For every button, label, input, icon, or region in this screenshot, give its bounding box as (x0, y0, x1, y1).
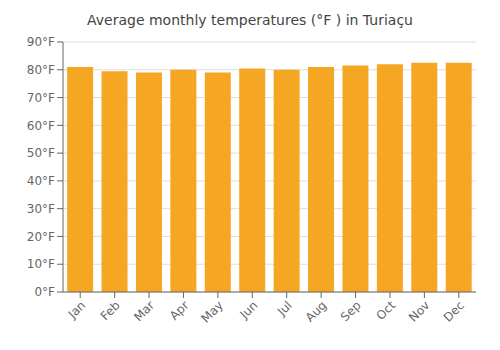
svg-text:70°F: 70°F (27, 91, 55, 105)
svg-text:Jul: Jul (274, 298, 295, 319)
svg-text:Jan: Jan (65, 298, 89, 322)
svg-text:30°F: 30°F (27, 202, 55, 216)
svg-text:Jun: Jun (237, 298, 261, 322)
svg-text:80°F: 80°F (27, 63, 55, 77)
svg-text:Apr: Apr (167, 298, 192, 323)
svg-text:Aug: Aug (303, 298, 329, 324)
svg-text:Sep: Sep (338, 298, 364, 324)
svg-text:Nov: Nov (406, 298, 432, 324)
svg-text:90°F: 90°F (27, 35, 55, 49)
svg-text:60°F: 60°F (27, 119, 55, 133)
svg-text:0°F: 0°F (34, 285, 55, 299)
svg-text:Feb: Feb (98, 298, 123, 323)
svg-text:Oct: Oct (374, 298, 399, 323)
svg-text:40°F: 40°F (27, 174, 55, 188)
svg-text:Mar: Mar (131, 298, 157, 324)
svg-text:20°F: 20°F (27, 230, 55, 244)
svg-text:May: May (199, 298, 226, 325)
svg-text:10°F: 10°F (27, 257, 55, 271)
html-text:Average monthly temperatures (: Average monthly temperatures (°F ) in Tu… (87, 12, 413, 28)
svg-text:Dec: Dec (441, 298, 467, 324)
svg-text:50°F: 50°F (27, 146, 55, 160)
